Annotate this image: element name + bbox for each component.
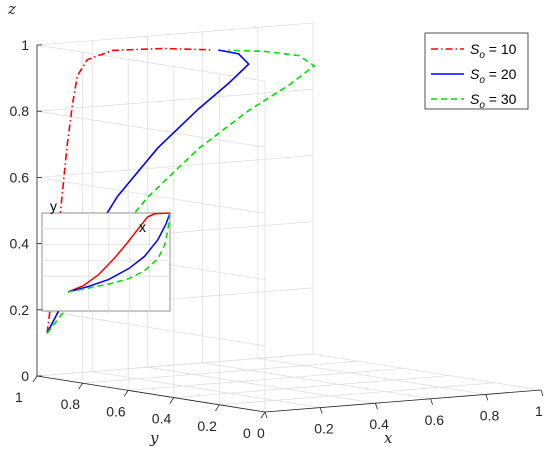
inset-series-line-3	[67, 212, 171, 293]
floor-grid-line	[92, 371, 321, 408]
x-tick-mark	[485, 394, 489, 401]
y-tick-mark	[123, 390, 129, 397]
legend: So = 10 So = 20 So = 30	[424, 32, 529, 111]
x-tick-mark	[375, 403, 378, 410]
floor-grid-line	[147, 366, 376, 404]
x-tick-label: 0.2	[314, 421, 334, 437]
floor-grid-line	[128, 368, 405, 391]
y-tick-label: 0.6	[106, 403, 126, 419]
x-tick-label: 0	[257, 425, 265, 441]
floor-grid-line	[312, 353, 542, 391]
x-tick-label: 0.4	[369, 416, 389, 432]
x-tick-label: 1	[535, 403, 543, 419]
y-tick-label: 1	[15, 389, 23, 405]
wall-grid-line	[36, 44, 266, 82]
axes	[32, 44, 544, 419]
y-tick-mark	[78, 382, 83, 390]
z-tick-label: 0.2	[10, 302, 30, 318]
series-line-3	[46, 49, 316, 334]
y-tick-label: 0.4	[152, 411, 172, 427]
x-tick-mark	[540, 389, 544, 397]
legend-label-1: So = 10	[470, 41, 517, 61]
inset-grid	[42, 213, 170, 313]
inset-series	[67, 212, 171, 293]
x-axis-label: x	[384, 429, 393, 447]
wall-grid-line	[36, 110, 266, 148]
inset-x-label: x	[139, 219, 146, 235]
x-tick-mark	[264, 411, 268, 419]
x-tick-label: 0.6	[425, 412, 445, 428]
y-tick-mark	[32, 375, 38, 383]
legend-label-3: So = 30	[470, 91, 517, 111]
y-tick-mark	[169, 397, 175, 404]
y-axis-line	[36, 375, 266, 413]
floor-grid-line	[36, 353, 314, 377]
floor-grid-line	[82, 360, 359, 384]
z-tick-label: 0.6	[10, 169, 30, 185]
x-tick-mark	[430, 398, 433, 405]
inset-chart: y x	[41, 198, 171, 313]
z-tick-label: 0.4	[10, 236, 30, 252]
wall-grid-line	[36, 88, 314, 112]
inset-frame	[41, 212, 171, 312]
x-axis-line	[264, 389, 542, 413]
x-tick-label: 0.8	[480, 407, 500, 423]
y-tick-mark	[260, 411, 266, 419]
tick-labels: 0000.20.20.20.40.40.40.60.60.60.80.80.81…	[10, 37, 543, 441]
inset-series-line-1	[67, 212, 171, 293]
wall-grid-line	[36, 155, 314, 178]
y-tick-label: 0.8	[61, 396, 81, 412]
inset-y-label: y	[50, 198, 57, 214]
z-tick-label: 1	[21, 37, 29, 53]
y-tick-mark	[215, 404, 220, 412]
inset-series-line-2	[67, 212, 171, 293]
y-tick-label: 0	[243, 425, 251, 441]
y-tick-label: 0.2	[197, 418, 217, 434]
wall-grid-line	[36, 309, 266, 347]
y-axis-label: y	[149, 429, 159, 447]
x-tick-mark	[319, 407, 323, 414]
z-tick-label: 0	[21, 368, 29, 384]
legend-box	[424, 32, 529, 110]
floor-grid-line	[219, 382, 496, 406]
floor-grid-line	[257, 358, 486, 395]
z-tick-label: 0.8	[10, 103, 30, 119]
z-axis-label: z	[7, 0, 16, 18]
wall-grid-line	[36, 177, 266, 214]
floor-grid-line	[173, 375, 450, 398]
legend-label-2: So = 20	[470, 66, 517, 86]
wall-grid-line	[36, 22, 314, 46]
floor-grid-line	[202, 362, 431, 400]
